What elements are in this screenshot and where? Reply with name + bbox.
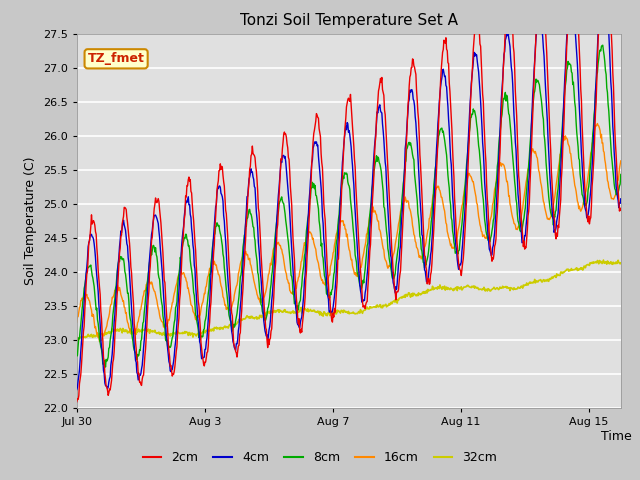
X-axis label: Time: Time [601, 431, 632, 444]
Text: TZ_fmet: TZ_fmet [88, 52, 145, 65]
Title: Tonzi Soil Temperature Set A: Tonzi Soil Temperature Set A [240, 13, 458, 28]
Legend: 2cm, 4cm, 8cm, 16cm, 32cm: 2cm, 4cm, 8cm, 16cm, 32cm [138, 446, 502, 469]
Y-axis label: Soil Temperature (C): Soil Temperature (C) [24, 156, 37, 285]
